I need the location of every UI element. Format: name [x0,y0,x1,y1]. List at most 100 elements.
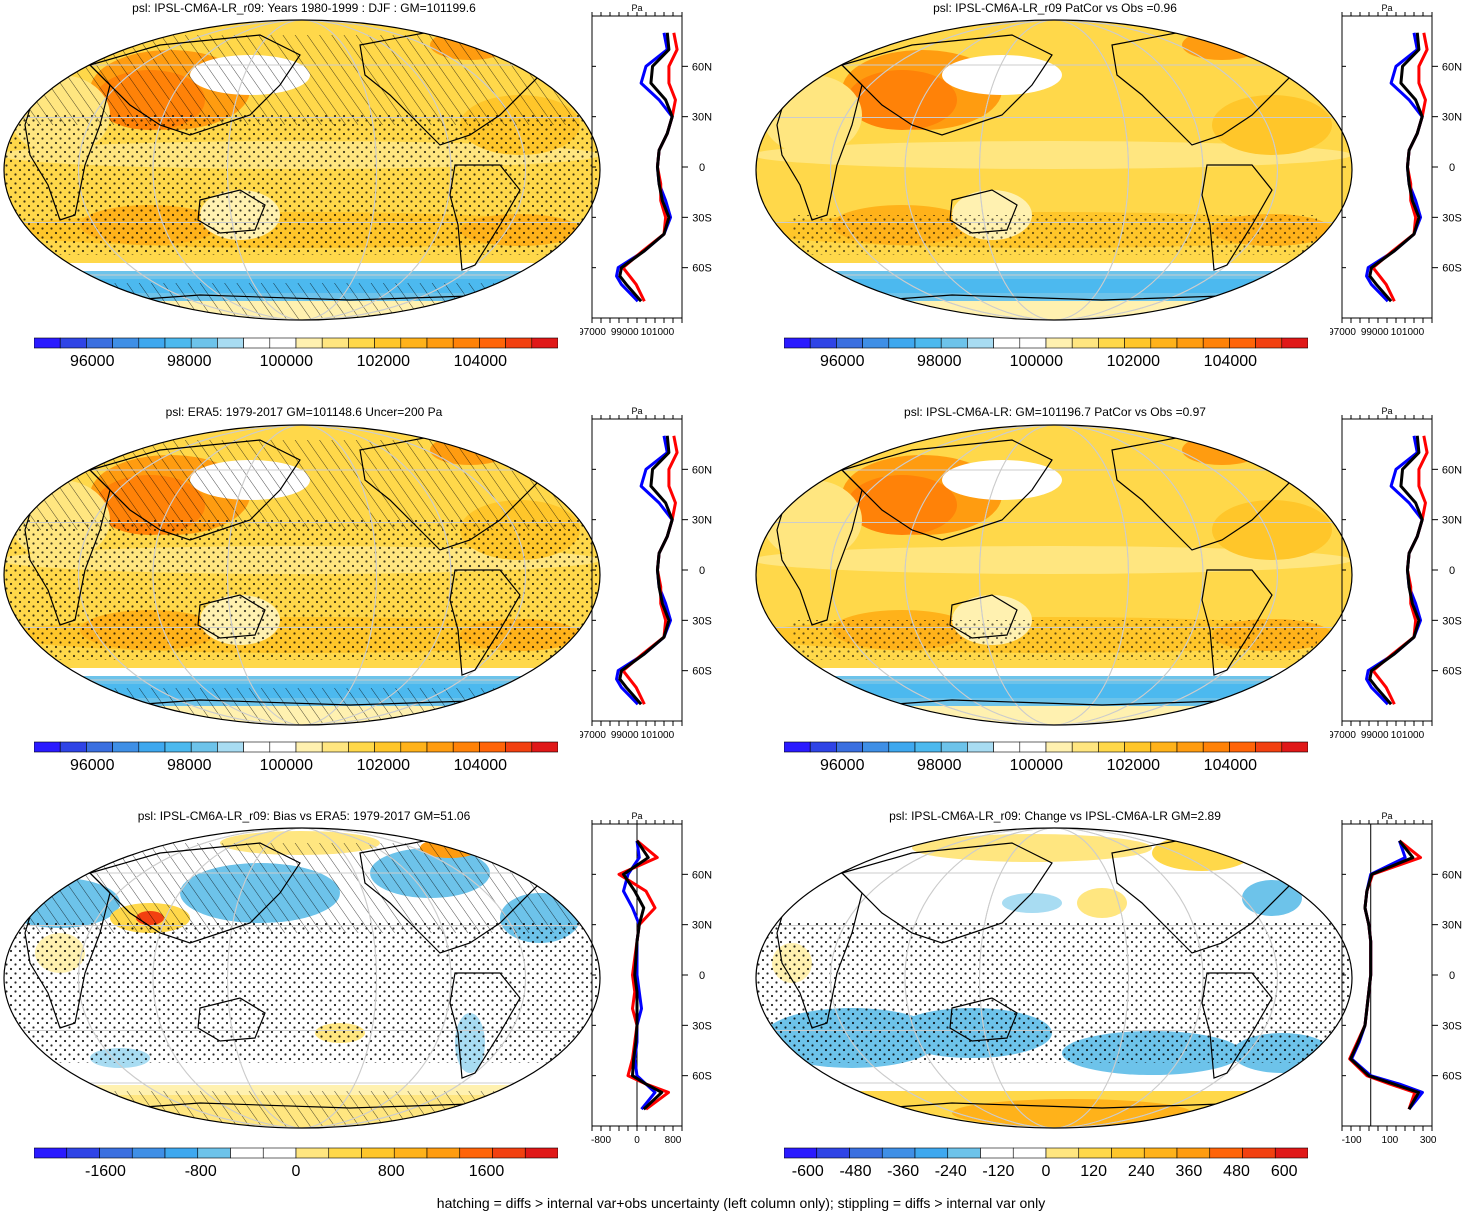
hatching [4,843,600,933]
map-panel-1 [3,19,601,321]
colorbar-swatch [34,1147,68,1159]
colorbar-swatch [1150,741,1178,753]
colorbar-label: 96000 [69,353,115,370]
colorbar-swatch [262,1147,297,1159]
map-outline [3,19,601,321]
colorbar-swatch [836,337,863,349]
colorbar-label: 1600 [468,1163,505,1180]
colorbar-swatch [1045,741,1073,753]
colorbar-swatch [217,741,244,753]
map-panel-3 [3,424,601,726]
colorbar-label: 104000 [1203,757,1258,774]
colorbar-swatch [230,1147,264,1159]
x-tick-label: 99000 [611,327,639,338]
continent-south-america [449,972,521,1079]
colorbar-strip [34,1147,558,1159]
colorbar-label: -1600 [84,1163,126,1180]
colorbar-swatch [59,741,87,753]
continent-australia [197,997,266,1042]
map-band [756,279,1352,293]
colorbar-swatch [888,337,916,349]
colorbar-swatch [1098,741,1125,753]
colorbar-3: 96000 98000 100000 102000 104000 [34,741,558,781]
colorbar-swatch [321,337,349,349]
colorbar-swatch [809,741,837,753]
colorbar-swatch [524,1147,558,1159]
map-panel-5 [3,827,601,1129]
colorbar-swatch [1019,741,1047,753]
x-tick-label: 97000 [580,730,606,741]
pressure-anomaly-blob [1212,500,1332,560]
profile-frame [591,418,683,722]
colorbar-label: 102000 [1106,757,1161,774]
colorbar-2: 96000 98000 100000 102000 104000 [784,337,1308,377]
colorbar-label: 96000 [69,757,115,774]
colorbar-swatch [1274,1147,1308,1159]
map-band [4,668,600,678]
lat-tick-label: 60N [692,869,712,881]
change-blob [1002,893,1062,913]
colorbar-swatch [1071,337,1099,349]
pressure-anomaly-blob [756,546,1352,574]
colorbar-swatch [1242,1147,1276,1159]
colorbar-swatch [374,337,402,349]
hatching [4,283,600,320]
obs-profile-line [615,435,674,706]
colorbar-swatch [112,741,140,753]
hatching [4,1091,600,1128]
continent-south-america [1201,164,1273,271]
stippling [4,115,600,255]
colorbar-swatch [947,1147,981,1159]
x-tick-label: 101000 [1391,730,1425,741]
colorbar-label: 96000 [819,353,865,370]
colorbar-label: 100000 [1009,353,1063,370]
colorbar-swatch [197,1147,231,1159]
continent-australia [197,594,266,639]
lat-tick-label: 60N [1442,869,1462,881]
colorbar-swatch [479,741,506,753]
colorbar-swatch [164,741,192,753]
lat-tick-label: 30N [1442,112,1462,124]
map-band [756,301,1352,320]
colorbar-swatch [479,337,506,349]
x-tick-label: 100 [1382,1135,1399,1146]
panel-title-4: psl: IPSL-CM6A-LR: GM=101196.7 PatCor vs… [904,405,1206,419]
map-band [4,263,600,273]
colorbar-swatch [1229,337,1256,349]
stippling [756,923,1352,1063]
hatching [4,35,600,125]
lat-tick-label: 0 [699,970,705,982]
lat-tick-label: 0 [699,162,705,174]
colorbar-swatch [190,741,218,753]
colorbar-swatch [269,337,297,349]
colorbar-swatch [967,337,994,349]
stippling [792,215,1317,255]
pressure-anomaly-blob [1182,435,1262,465]
colorbar-swatch [452,741,480,753]
map-outline [3,827,601,1129]
colorbar-swatch [1071,741,1099,753]
colorbar-label: 102000 [356,353,411,370]
x-tick-label: 101000 [1391,327,1425,338]
x-tick-label: 99000 [611,730,639,741]
colorbar-swatch [531,337,558,349]
colorbar-label: 98000 [917,757,962,774]
colorbar-swatch [138,337,166,349]
lat-tick-label: 60S [1442,666,1462,678]
profile-frame [1341,15,1433,319]
colorbar-swatch [1143,1147,1178,1159]
colorbar-4: 96000 98000 100000 102000 104000 [784,741,1308,781]
x-tick-label: -100 [1342,1135,1362,1146]
zonal-profile-1: Pa 60N 30N 0 30S 60S 97000 99000 101000 [580,3,712,338]
continent-south-america [449,569,521,676]
mean-profile-line [618,32,674,303]
colorbar-swatch [836,741,863,753]
lat-tick-label: 60N [1442,464,1462,476]
obs-profile-line [622,840,657,1111]
colorbar-swatch [1176,741,1204,753]
mean-profile-line [1368,435,1424,706]
lat-tick-label: 60N [692,464,712,476]
stippling [792,620,1317,660]
panel-title-6: psl: IPSL-CM6A-LR_r09: Change vs IPSL-CM… [889,809,1221,823]
colorbar-label: 240 [1127,1163,1155,1180]
